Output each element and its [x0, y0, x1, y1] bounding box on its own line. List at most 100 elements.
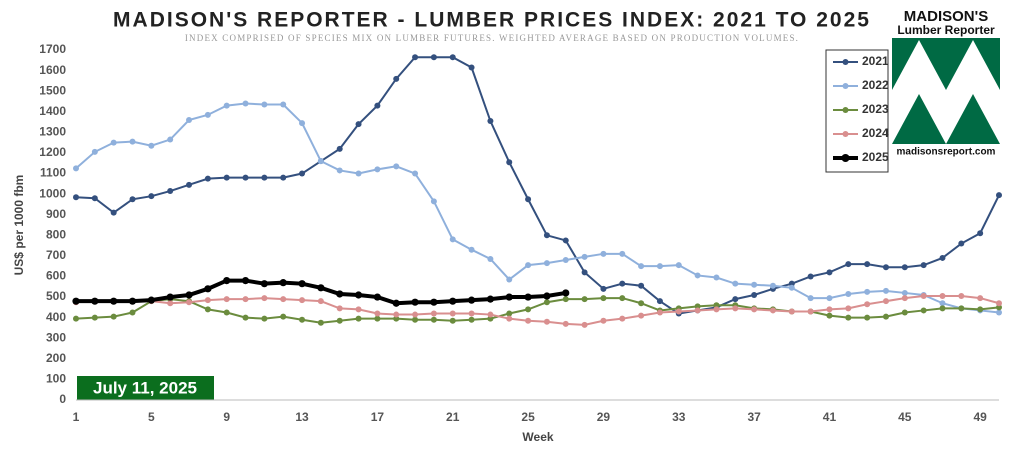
- data-point: [882, 313, 889, 320]
- data-point: [223, 276, 231, 285]
- data-point: [562, 289, 570, 297]
- data-point: [619, 315, 626, 322]
- data-point: [826, 306, 833, 313]
- data-point: [901, 309, 908, 316]
- data-point: [864, 314, 871, 321]
- y-tick-label: 1500: [39, 83, 66, 97]
- data-point: [656, 263, 663, 270]
- data-point: [788, 280, 795, 287]
- logo-name: MADISON'S: [904, 8, 988, 25]
- data-point: [73, 165, 79, 172]
- legend-label: 2024: [862, 126, 889, 140]
- data-point: [241, 276, 250, 285]
- data-point: [412, 170, 419, 177]
- data-point: [920, 307, 927, 314]
- data-point: [543, 292, 551, 300]
- data-point: [826, 295, 833, 302]
- data-point: [525, 317, 532, 324]
- data-point: [675, 262, 682, 269]
- data-point: [977, 295, 984, 302]
- data-point: [355, 306, 362, 313]
- data-point: [525, 196, 532, 203]
- data-point: [600, 295, 607, 302]
- data-point: [506, 310, 513, 317]
- data-point: [487, 118, 494, 125]
- data-point: [638, 300, 645, 307]
- x-tick-label: 9: [223, 410, 230, 424]
- data-point: [845, 261, 852, 268]
- data-point: [317, 284, 325, 292]
- y-tick-label: 1600: [39, 63, 66, 77]
- data-point: [204, 285, 212, 293]
- logo-mountain: [946, 40, 1000, 90]
- data-point: [166, 293, 174, 301]
- data-point: [298, 280, 306, 288]
- data-point: [562, 257, 569, 263]
- x-tick-label: 49: [973, 410, 987, 424]
- y-tick-label: 200: [46, 351, 66, 365]
- data-point: [882, 287, 889, 294]
- y-tick-label: 800: [46, 227, 66, 241]
- data-point: [864, 261, 871, 268]
- data-point: [751, 292, 758, 298]
- data-point: [656, 298, 663, 305]
- data-point: [449, 236, 456, 243]
- data-point: [694, 272, 701, 279]
- data-point: [147, 296, 155, 304]
- y-tick-label: 300: [46, 330, 66, 344]
- data-point: [430, 198, 437, 205]
- data-point: [864, 301, 871, 308]
- data-point: [751, 306, 758, 313]
- data-point: [920, 262, 927, 269]
- data-point: [148, 142, 155, 149]
- data-point: [506, 159, 513, 166]
- data-point: [299, 316, 306, 323]
- data-point: [223, 296, 230, 303]
- data-point: [732, 296, 739, 303]
- data-point: [336, 305, 343, 312]
- data-point: [411, 298, 419, 306]
- data-point: [242, 296, 249, 303]
- data-point: [354, 291, 363, 299]
- data-point: [713, 306, 720, 313]
- data-point: [901, 295, 908, 302]
- data-point: [91, 314, 98, 321]
- annotation-box: [77, 376, 214, 400]
- data-point: [939, 300, 946, 307]
- x-tick-label: 25: [521, 410, 535, 424]
- logo: MADISON'S Lumber Reporter madisonsreport…: [892, 8, 1000, 158]
- data-point: [505, 293, 513, 301]
- data-point: [468, 310, 475, 317]
- data-point: [374, 310, 381, 317]
- data-point: [449, 310, 456, 317]
- y-tick-label: 600: [46, 269, 66, 283]
- legend-label: 2022: [862, 78, 889, 92]
- data-point: [525, 306, 532, 313]
- y-tick-label: 1700: [39, 42, 66, 56]
- x-tick-label: 41: [823, 410, 837, 424]
- legend-swatch: [842, 59, 849, 65]
- data-point: [939, 293, 946, 300]
- data-point: [73, 315, 79, 322]
- data-point: [223, 309, 230, 316]
- chart-title: MADISON'S REPORTER - LUMBER PRICES INDEX…: [113, 9, 871, 32]
- data-point: [619, 250, 626, 257]
- data-point: [261, 315, 268, 322]
- x-tick-label: 5: [148, 410, 155, 424]
- data-point: [449, 297, 457, 305]
- y-tick-label: 1200: [39, 145, 66, 159]
- data-point: [242, 174, 249, 181]
- x-tick-label: 17: [371, 410, 385, 424]
- data-point: [486, 295, 495, 303]
- data-point: [374, 166, 381, 173]
- series-line: [75, 56, 1000, 315]
- data-point: [449, 317, 456, 324]
- y-tick-label: 700: [46, 248, 66, 262]
- y-tick-label: 100: [46, 372, 66, 386]
- logo-mountain: [946, 94, 1000, 144]
- data-point: [958, 305, 965, 312]
- data-point: [468, 316, 475, 323]
- data-point: [958, 293, 965, 300]
- data-point: [393, 163, 400, 170]
- data-point: [128, 297, 137, 305]
